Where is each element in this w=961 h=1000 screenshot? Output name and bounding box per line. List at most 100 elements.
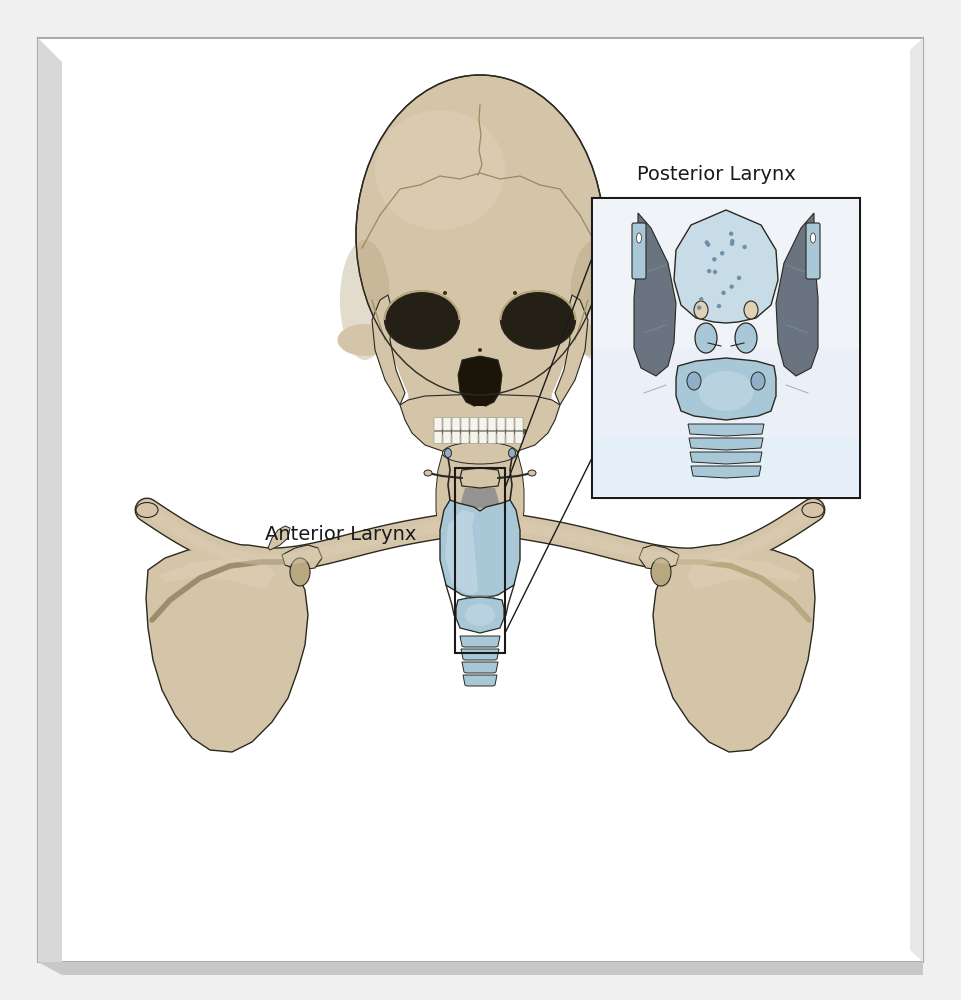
Circle shape (697, 305, 702, 310)
Polygon shape (910, 38, 923, 962)
FancyBboxPatch shape (497, 432, 505, 444)
Polygon shape (456, 597, 504, 633)
Ellipse shape (508, 448, 515, 458)
FancyBboxPatch shape (452, 432, 460, 444)
Ellipse shape (443, 518, 461, 532)
Ellipse shape (744, 301, 758, 319)
Circle shape (478, 348, 482, 352)
Ellipse shape (337, 324, 392, 356)
Polygon shape (776, 213, 818, 376)
Ellipse shape (290, 558, 310, 586)
Polygon shape (436, 455, 524, 530)
Circle shape (729, 241, 734, 246)
Circle shape (699, 297, 703, 301)
FancyBboxPatch shape (470, 432, 478, 444)
Polygon shape (282, 545, 322, 570)
FancyBboxPatch shape (497, 418, 505, 430)
Circle shape (513, 291, 517, 295)
Circle shape (712, 257, 717, 262)
Polygon shape (450, 513, 510, 575)
FancyBboxPatch shape (443, 432, 451, 444)
Polygon shape (689, 438, 763, 450)
FancyBboxPatch shape (506, 432, 514, 444)
Polygon shape (688, 424, 764, 436)
Circle shape (707, 269, 711, 273)
Polygon shape (463, 675, 497, 686)
FancyBboxPatch shape (515, 432, 523, 444)
FancyBboxPatch shape (593, 199, 859, 497)
Polygon shape (375, 295, 585, 442)
Polygon shape (408, 388, 552, 438)
Polygon shape (674, 210, 778, 323)
Ellipse shape (699, 371, 753, 411)
Polygon shape (38, 962, 923, 975)
FancyBboxPatch shape (488, 418, 496, 430)
Ellipse shape (501, 291, 576, 349)
Polygon shape (639, 545, 679, 570)
FancyBboxPatch shape (515, 418, 523, 430)
Polygon shape (400, 394, 560, 455)
Ellipse shape (424, 470, 432, 476)
FancyBboxPatch shape (434, 432, 442, 444)
Circle shape (713, 270, 717, 274)
Polygon shape (445, 510, 478, 595)
FancyBboxPatch shape (434, 418, 442, 430)
Ellipse shape (442, 442, 518, 464)
Polygon shape (462, 662, 498, 673)
Polygon shape (676, 358, 776, 420)
Polygon shape (460, 488, 500, 508)
Circle shape (743, 245, 747, 249)
FancyBboxPatch shape (470, 418, 478, 430)
Polygon shape (475, 406, 485, 415)
Circle shape (720, 251, 725, 255)
FancyBboxPatch shape (806, 223, 820, 279)
Ellipse shape (384, 291, 459, 349)
Circle shape (730, 239, 734, 243)
Polygon shape (464, 595, 496, 602)
FancyBboxPatch shape (479, 418, 487, 430)
Polygon shape (146, 545, 308, 752)
Polygon shape (440, 500, 520, 599)
Polygon shape (686, 558, 801, 590)
Circle shape (704, 240, 709, 245)
Polygon shape (268, 526, 290, 550)
Ellipse shape (136, 502, 158, 518)
Ellipse shape (499, 518, 517, 532)
FancyBboxPatch shape (452, 418, 460, 430)
FancyBboxPatch shape (593, 348, 859, 497)
Polygon shape (461, 649, 499, 660)
FancyBboxPatch shape (434, 429, 526, 434)
Text: Anterior Larynx: Anterior Larynx (265, 525, 416, 544)
Polygon shape (555, 295, 588, 405)
Polygon shape (691, 466, 761, 478)
FancyBboxPatch shape (38, 38, 923, 962)
Polygon shape (460, 636, 500, 647)
Ellipse shape (687, 372, 701, 390)
Text: Posterior Larynx: Posterior Larynx (636, 165, 796, 184)
Circle shape (737, 276, 741, 280)
Ellipse shape (694, 301, 708, 319)
Ellipse shape (636, 233, 642, 243)
Polygon shape (690, 452, 762, 464)
Ellipse shape (340, 240, 390, 360)
FancyBboxPatch shape (461, 432, 469, 444)
Ellipse shape (751, 372, 765, 390)
Circle shape (729, 232, 733, 236)
Circle shape (706, 242, 710, 247)
FancyBboxPatch shape (488, 432, 496, 444)
FancyBboxPatch shape (632, 223, 646, 279)
Polygon shape (160, 558, 275, 590)
Ellipse shape (465, 604, 495, 626)
Ellipse shape (356, 75, 604, 395)
Ellipse shape (802, 502, 824, 518)
Ellipse shape (735, 323, 757, 353)
Polygon shape (372, 295, 405, 405)
Ellipse shape (568, 324, 623, 356)
Ellipse shape (695, 323, 717, 353)
FancyBboxPatch shape (461, 418, 469, 430)
FancyBboxPatch shape (479, 432, 487, 444)
FancyBboxPatch shape (443, 418, 451, 430)
FancyBboxPatch shape (593, 438, 859, 496)
Circle shape (717, 304, 721, 308)
Ellipse shape (528, 470, 536, 476)
